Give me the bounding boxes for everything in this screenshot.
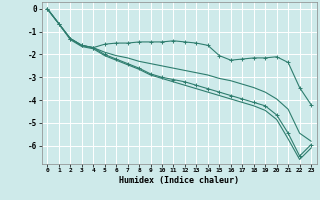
X-axis label: Humidex (Indice chaleur): Humidex (Indice chaleur) [119,176,239,185]
